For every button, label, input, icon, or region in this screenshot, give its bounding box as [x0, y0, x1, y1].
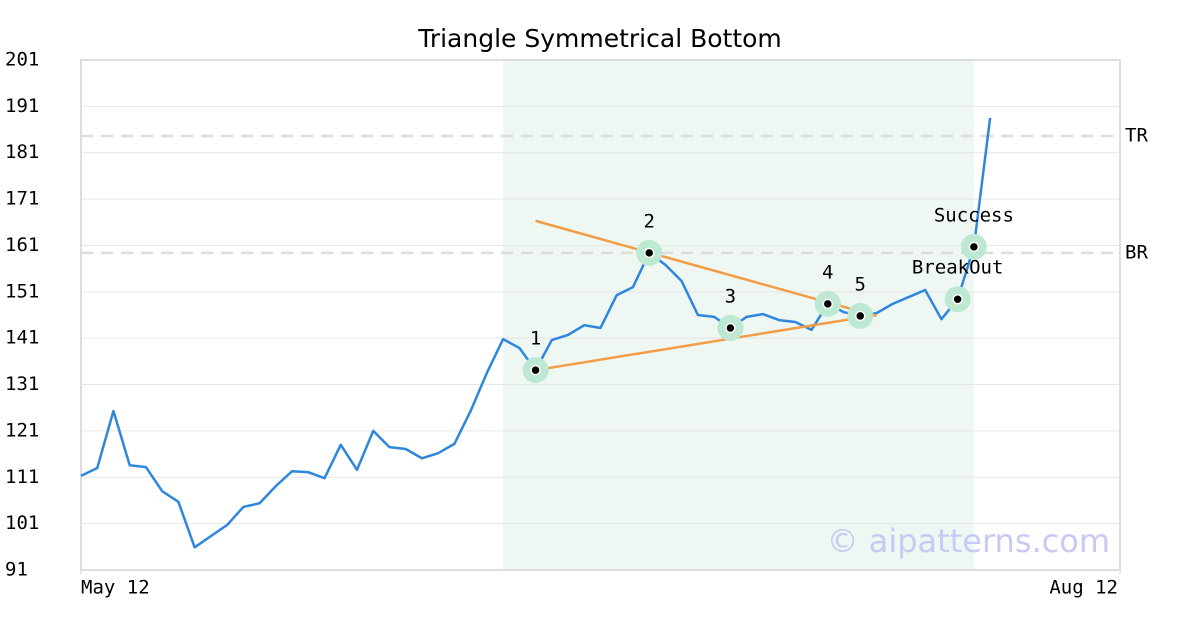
point-dot [725, 322, 736, 334]
y-tick-label: 121 [5, 419, 39, 441]
x-tick-label: May 12 [81, 577, 150, 599]
point-label: 2 [643, 210, 654, 232]
watermark: © aipatterns.com [827, 522, 1110, 560]
point-label: 4 [822, 261, 833, 283]
point-dot [643, 247, 655, 259]
y-tick-label: 191 [5, 95, 39, 117]
reference-label: BR [1125, 241, 1148, 263]
point-label: 5 [855, 273, 866, 295]
point-label: Success [934, 204, 1014, 226]
y-tick-label: 111 [5, 466, 39, 488]
point-label: BreakOut [912, 257, 1004, 279]
chart-title: Triangle Symmetrical Bottom [417, 24, 782, 53]
y-tick-label: 91 [5, 559, 28, 581]
point-label: 1 [530, 328, 541, 350]
y-tick-label: 161 [5, 234, 39, 256]
point-dot [822, 298, 834, 310]
trendline [535, 313, 877, 372]
y-tick-label: 171 [5, 188, 39, 210]
point-label: 3 [725, 285, 736, 307]
point-dot [952, 293, 963, 305]
x-tick-label: Aug 12 [1049, 577, 1118, 599]
y-tick-label: 141 [5, 327, 39, 349]
y-tick-label: 201 [5, 49, 39, 71]
point-dot [968, 241, 980, 253]
y-tick-label: 181 [5, 141, 39, 163]
plot-frame [80, 59, 1121, 571]
reference-label: TR [1125, 125, 1148, 147]
pattern-region [503, 60, 974, 570]
point-dot [530, 364, 541, 376]
point-dot [855, 310, 866, 322]
y-tick-label: 131 [5, 373, 39, 395]
y-tick-label: 151 [5, 280, 39, 302]
y-tick-label: 101 [5, 512, 39, 534]
